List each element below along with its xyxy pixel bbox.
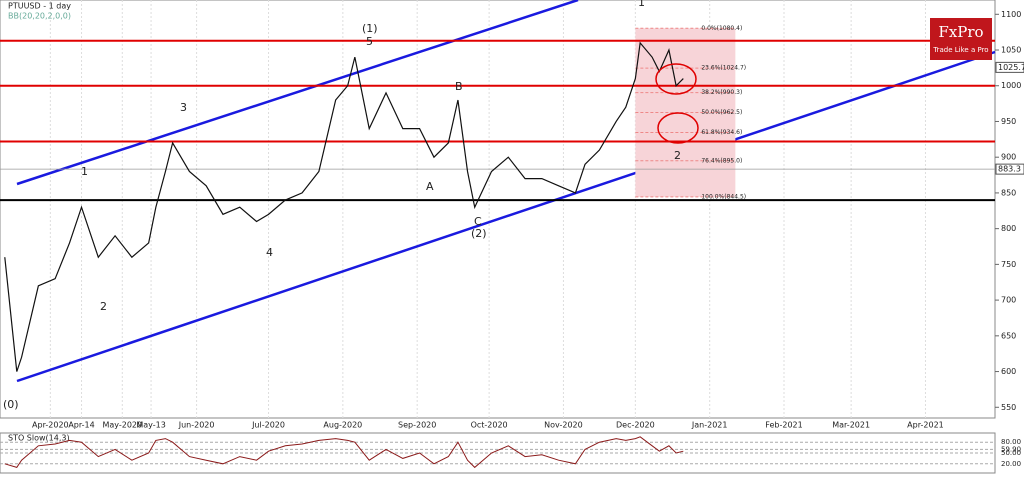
x-tick-label: May-13 [136, 421, 165, 430]
y-tick-label: 700 [1001, 296, 1016, 305]
indicator-tick-label: 20.00 [1001, 460, 1021, 468]
indicator-tick-label: 80.00 [1001, 438, 1021, 446]
indicator-tick-label: 59.90 [1001, 445, 1021, 453]
indicator-frame [0, 432, 996, 474]
x-tick-label: Sep-2020 [398, 421, 436, 430]
y-tick-label: 1050 [1001, 46, 1021, 55]
wave-label: 3 [180, 101, 187, 114]
x-tick-label: Apr-2021 [907, 421, 944, 430]
marker-label: 883.3 [998, 165, 1021, 174]
y-tick-label: 1100 [1001, 10, 1021, 19]
x-tick-label: Jan-2021 [691, 421, 728, 430]
wave-label: 2 [674, 149, 681, 162]
fib-label: 100.0%(844.5) [701, 193, 746, 200]
indicator-tick-label: 50.00 [1001, 449, 1021, 457]
x-tick-label: Aug-2020 [323, 421, 362, 430]
wave-label: C [474, 215, 482, 228]
y-tick-label: 950 [1001, 117, 1016, 126]
wave-label: (1) [362, 22, 378, 35]
wave-label: 5 [366, 35, 373, 48]
channel-lower [16, 50, 996, 383]
plot-frame [0, 0, 996, 419]
subtitle: BB(20,20,2,0,0) [8, 12, 71, 21]
x-tick-label: May-2020 [102, 421, 142, 430]
logo: FxPro [938, 23, 983, 41]
x-tick-label: Oct-2020 [471, 421, 508, 430]
fib-label: 61.8%(934.6) [701, 129, 742, 136]
wave-label: 1 [81, 165, 88, 178]
circle [655, 63, 697, 95]
logo-box [930, 18, 992, 60]
channel-upper [16, 0, 579, 186]
plot-layer [0, 27, 995, 372]
y-tick-label: 750 [1001, 260, 1016, 269]
indicator-title: STO Slow(14,3) [8, 434, 70, 443]
y-tick-label: 900 [1001, 153, 1016, 162]
wave-label: B [455, 80, 463, 93]
marker-box [995, 163, 1024, 175]
y-tick-label: 1000 [1001, 81, 1021, 90]
x-tick-label: Apr-14 [68, 421, 94, 430]
wave-label: (0) [3, 398, 19, 411]
marker-label: 1025.7 [998, 63, 1024, 72]
x-tick-label: Jun-2020 [178, 421, 215, 430]
wave-label: 2 [100, 300, 107, 313]
x-tick-label: Mar-2021 [832, 421, 870, 430]
fib-label: 38.2%(990.3) [701, 89, 742, 96]
fib-label: 23.6%(1024.7) [701, 65, 746, 72]
fib-label: 50.0%(962.5) [701, 109, 742, 116]
fib-label: 76.4%(895.0) [701, 157, 742, 164]
fib-label: 0.0%(1080.4) [701, 25, 742, 32]
grid [49, 0, 926, 418]
x-tick-label: Apr-2020 [32, 421, 69, 430]
wave-label: 1 [638, 0, 645, 9]
wave-label: (2) [471, 227, 487, 240]
y-tick-label: 850 [1001, 188, 1016, 197]
wave-label: A [426, 180, 434, 193]
wave-label: 4 [266, 246, 273, 259]
x-tick-label: Nov-2020 [544, 421, 583, 430]
x-tick-label: Jul-2020 [251, 421, 285, 430]
marker-box [995, 61, 1024, 73]
logo-tagline: Trade Like a Pro [932, 46, 988, 54]
y-tick-label: 650 [1001, 331, 1016, 340]
chart-title: PTUUSD - 1 day [8, 2, 71, 11]
y-tick-label: 800 [1001, 224, 1016, 233]
y-tick-label: 600 [1001, 367, 1016, 376]
x-tick-label: Feb-2021 [765, 421, 802, 430]
price-line [4, 41, 684, 372]
y-tick-label: 550 [1001, 403, 1016, 412]
circle [657, 112, 699, 144]
indicator-line [4, 436, 684, 469]
x-tick-label: Dec-2020 [616, 421, 655, 430]
